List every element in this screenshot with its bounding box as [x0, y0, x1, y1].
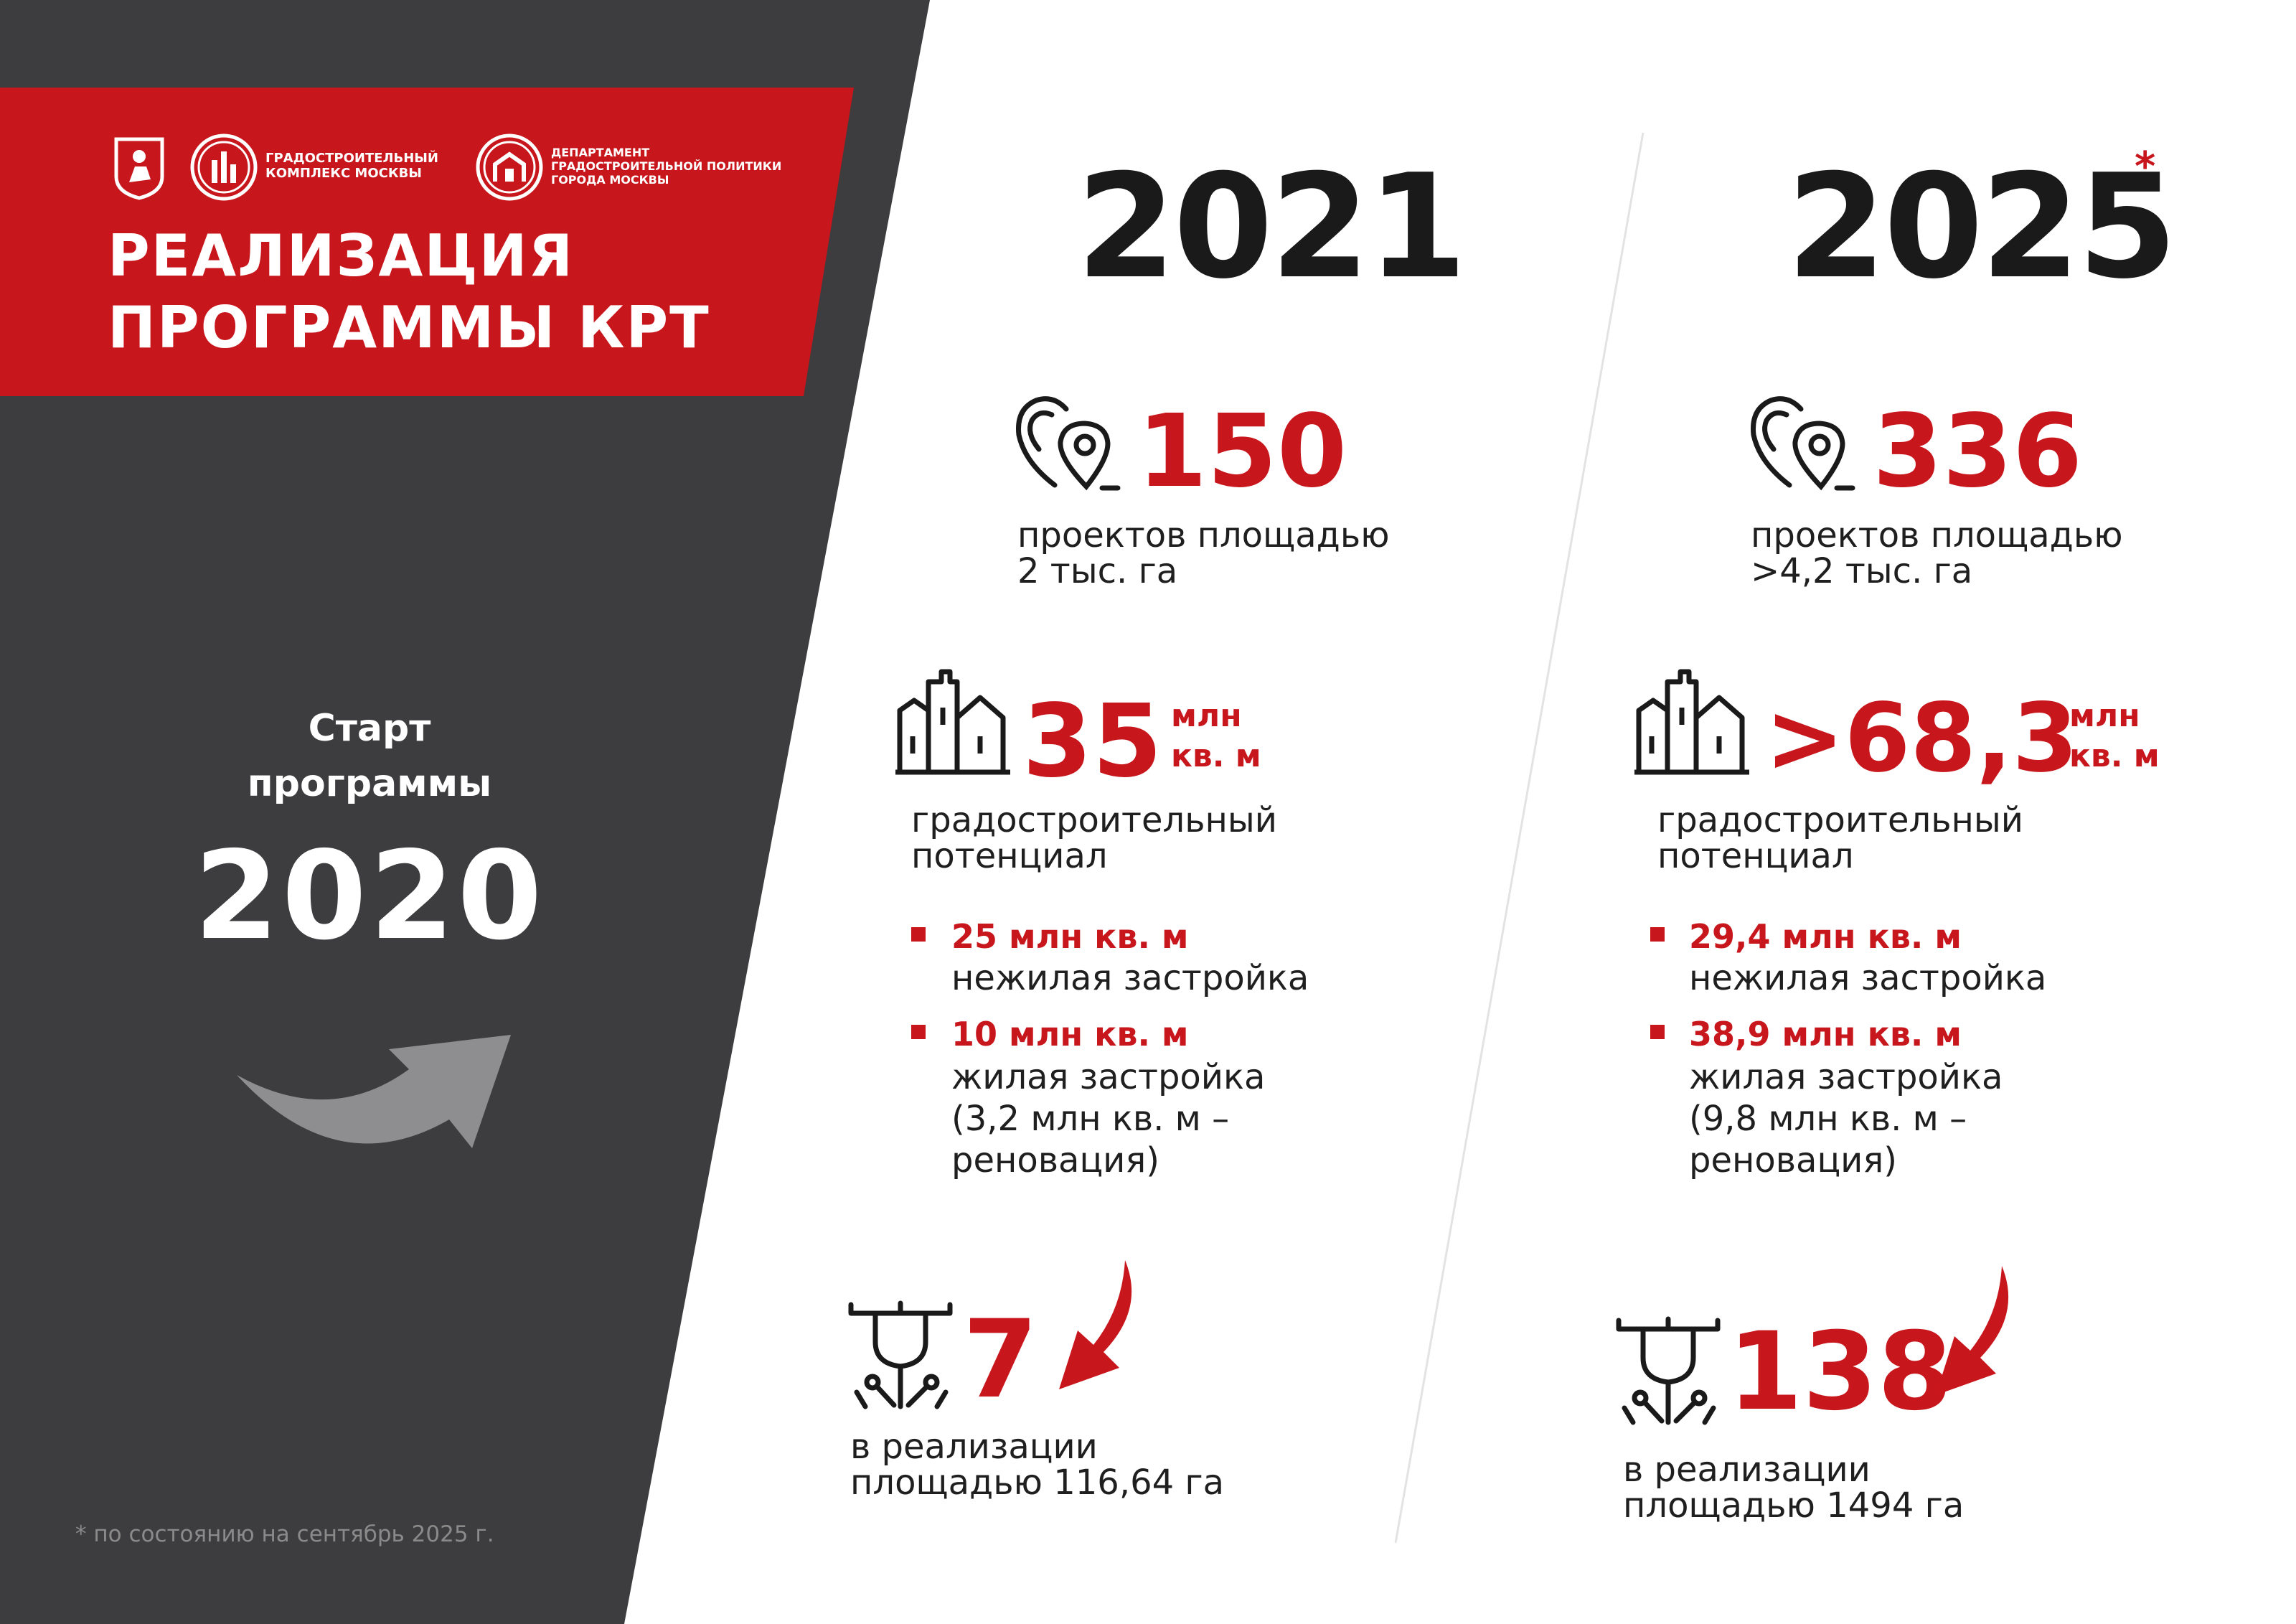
bullet2-text-2021-line1: жилая застройка [951, 1057, 1266, 1097]
potential-caption-2021-line2: потенциал [911, 836, 1108, 876]
logo-complex-text: ГРАДОСТРОИТЕЛЬНЫЙ КОМПЛЕКС МОСКВЫ [265, 151, 438, 181]
year-2025: 2025 [1787, 144, 2178, 311]
logo-department-text: ДЕПАРТАМЕНТ ГРАДОСТРОИТЕЛЬНОЙ ПОЛИТИКИ Г… [551, 146, 781, 187]
projects-caption-2025-line2: >4,2 тыс. га [1751, 551, 1973, 591]
city-complex-logo-icon [190, 133, 258, 201]
page-title-line2: ПРОГРАММЫ КРТ [108, 294, 710, 361]
bullet2-text-2021-line2: (3,2 млн кв. м – [951, 1099, 1230, 1139]
department-logo-icon [476, 133, 543, 201]
moscow-coat-of-arms-icon [114, 137, 164, 200]
implementation-caption-2021-line2: площадью 116,64 га [850, 1463, 1225, 1503]
potential-caption-2021-line1: градостроительный [911, 800, 1277, 840]
start-year: 2020 [194, 825, 545, 967]
start-label-line1: Старт [308, 707, 431, 750]
implementation-count-2025: 138 [1728, 1310, 1953, 1435]
bullet-marker [1650, 1025, 1665, 1039]
year-2021: 2021 [1076, 144, 1467, 311]
logo-dept-line2: ГРАДОСТРОИТЕЛЬНОЙ ПОЛИТИКИ [551, 159, 782, 173]
projects-count-2021: 150 [1137, 393, 1347, 510]
year-2025-footnote-mark: * [2135, 144, 2156, 190]
bullet2-text-2025-line3: реновация) [1689, 1140, 1897, 1181]
bullet2-text-2025-line2: (9,8 млн кв. м – [1689, 1099, 1967, 1139]
potential-value-2021: 35 [1022, 683, 1162, 800]
implementation-caption-2025-line1: в реализации [1623, 1450, 1871, 1490]
logo-complex-line2: КОМПЛЕКС МОСКВЫ [265, 166, 422, 181]
location-pin-icon [1751, 396, 1855, 491]
page-title-line1: РЕАЛИЗАЦИЯ [108, 222, 575, 289]
potential-unit-2021-line1: млн [1171, 698, 1242, 734]
potential-caption-2025-line2: потенциал [1657, 836, 1854, 876]
bullet1-head-2025: 29,4 млн кв. м [1689, 917, 1962, 956]
potential-unit-2025: млн кв. м [2069, 696, 2160, 776]
jackhammer-icon [848, 1300, 953, 1409]
potential-value-2025: >68,3 [1765, 683, 2079, 794]
bullet2-text-2025-line1: жилая застройка [1689, 1057, 2003, 1097]
bullet2-head-2025: 38,9 млн кв. м [1689, 1015, 1962, 1053]
projects-caption-2021-line2: 2 тыс. га [1017, 551, 1178, 591]
bullet1-text-2021: нежилая застройка [951, 958, 1309, 998]
down-arrow-icon [1059, 1260, 1132, 1389]
implementation-caption-2025-line2: площадью 1494 га [1623, 1485, 1965, 1526]
logo-dept-line3: ГОРОДА МОСКВЫ [551, 173, 669, 187]
bullet1-text-2025: нежилая застройка [1689, 958, 2047, 998]
buildings-icon [1634, 669, 1749, 775]
potential-unit-2021: млн кв. м [1171, 696, 1261, 776]
footnote: * по состоянию на сентябрь 2025 г. [75, 1521, 494, 1547]
column-divider [1394, 132, 1645, 1544]
projects-caption-2021-line1: проектов площадью [1017, 515, 1390, 555]
logo-complex-line1: ГРАДОСТРОИТЕЛЬНЫЙ [265, 151, 438, 166]
down-arrow-icon [1936, 1266, 2009, 1395]
implementation-count-2021: 7 [963, 1297, 1038, 1422]
bullet-marker [1650, 927, 1665, 942]
bullet-marker [911, 1025, 926, 1039]
start-label-line2: программы [247, 762, 492, 805]
location-pin-icon [1016, 396, 1121, 491]
bullet2-head-2021: 10 млн кв. м [951, 1015, 1189, 1053]
logo-dept-line1: ДЕПАРТАМЕНТ [551, 146, 650, 159]
bullet2-text-2021-line3: реновация) [951, 1140, 1159, 1181]
curved-arrow-icon [237, 1035, 511, 1148]
potential-unit-2025-line1: млн [2069, 698, 2140, 734]
buildings-icon [895, 669, 1010, 775]
projects-caption-2025-line1: проектов площадью [1751, 515, 2123, 555]
potential-unit-2021-line2: кв. м [1171, 738, 1261, 774]
potential-unit-2025-line2: кв. м [2069, 738, 2160, 774]
bullet1-head-2021: 25 млн кв. м [951, 917, 1189, 956]
potential-caption-2025-line1: градостроительный [1657, 800, 2023, 840]
implementation-caption-2021-line1: в реализации [850, 1427, 1098, 1467]
projects-count-2025: 336 [1873, 393, 2083, 510]
jackhammer-icon [1616, 1316, 1721, 1425]
bullet-marker [911, 927, 926, 942]
